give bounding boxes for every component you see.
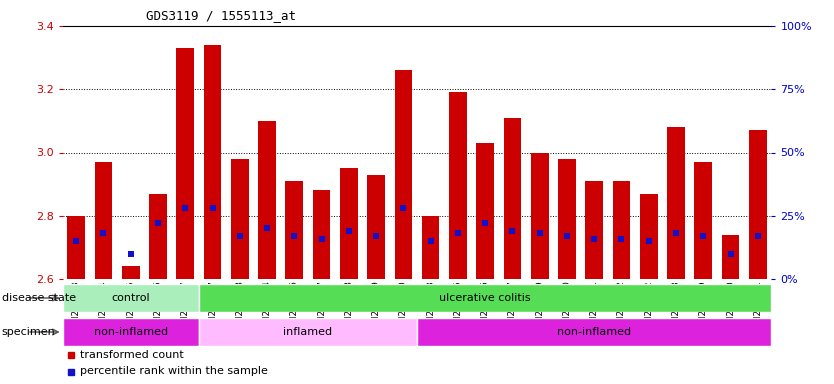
Text: non-inflamed: non-inflamed (557, 327, 631, 337)
Bar (149, 194, 167, 279)
Bar (231, 159, 249, 279)
Bar (285, 181, 304, 279)
Bar (585, 181, 603, 279)
Bar (422, 216, 440, 279)
Bar (313, 190, 330, 279)
Bar (259, 121, 276, 279)
Bar (667, 127, 685, 279)
Bar (721, 235, 740, 279)
Bar (68, 216, 85, 279)
Text: specimen: specimen (2, 327, 55, 337)
Text: GDS3119 / 1555113_at: GDS3119 / 1555113_at (146, 9, 296, 22)
Bar (640, 194, 658, 279)
Bar (695, 162, 712, 279)
Bar (63, 284, 198, 312)
Bar (417, 318, 771, 346)
Bar (198, 318, 417, 346)
Text: inflamed: inflamed (284, 327, 333, 337)
Text: disease state: disease state (2, 293, 76, 303)
Bar (203, 45, 221, 279)
Bar (63, 318, 198, 346)
Bar (449, 93, 467, 279)
Bar (367, 175, 385, 279)
Text: transformed count: transformed count (80, 350, 184, 360)
Bar (394, 70, 412, 279)
Bar (340, 168, 358, 279)
Bar (749, 130, 766, 279)
Bar (476, 143, 494, 279)
Bar (198, 284, 771, 312)
Text: control: control (112, 293, 150, 303)
Bar (176, 48, 194, 279)
Bar (504, 118, 521, 279)
Bar (558, 159, 575, 279)
Bar (530, 152, 549, 279)
Bar (122, 266, 139, 279)
Bar (613, 181, 631, 279)
Text: percentile rank within the sample: percentile rank within the sample (80, 366, 269, 376)
Text: non-inflamed: non-inflamed (93, 327, 168, 337)
Bar (94, 162, 113, 279)
Text: ulcerative colitis: ulcerative colitis (440, 293, 531, 303)
